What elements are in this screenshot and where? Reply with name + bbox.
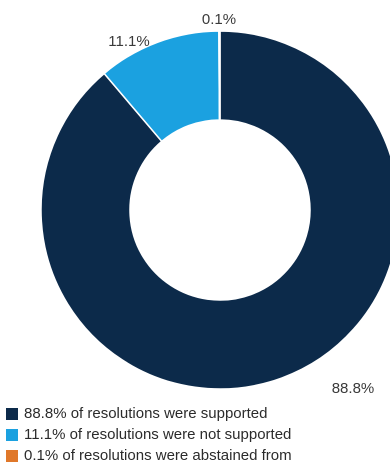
legend-swatch-not-supported — [6, 428, 18, 441]
donut-chart: 88.8% 11.1% 0.1% — [40, 11, 390, 397]
legend-label-abstained: 0.1% of resolutions were abstained from — [24, 447, 292, 464]
legend-swatch-supported — [6, 407, 18, 420]
legend-item-abstained: 0.1% of resolutions were abstained from — [6, 445, 292, 466]
slice-label-supported: 88.8% — [332, 380, 375, 397]
legend-swatch-abstained — [6, 449, 18, 462]
legend-item-not-supported: 11.1% of resolutions were not supported — [6, 424, 292, 445]
slice-label-abstained: 0.1% — [202, 11, 236, 28]
legend-label-supported: 88.8% of resolutions were supported — [24, 405, 268, 422]
chart-legend: 88.8% of resolutions were supported 11.1… — [6, 403, 292, 466]
donut-slice-abstained — [218, 30, 221, 121]
slice-label-not-supported: 11.1% — [108, 33, 149, 50]
donut-slice-supported — [40, 30, 390, 390]
legend-item-supported: 88.8% of resolutions were supported — [6, 403, 292, 424]
legend-label-not-supported: 11.1% of resolutions were not supported — [24, 426, 292, 443]
